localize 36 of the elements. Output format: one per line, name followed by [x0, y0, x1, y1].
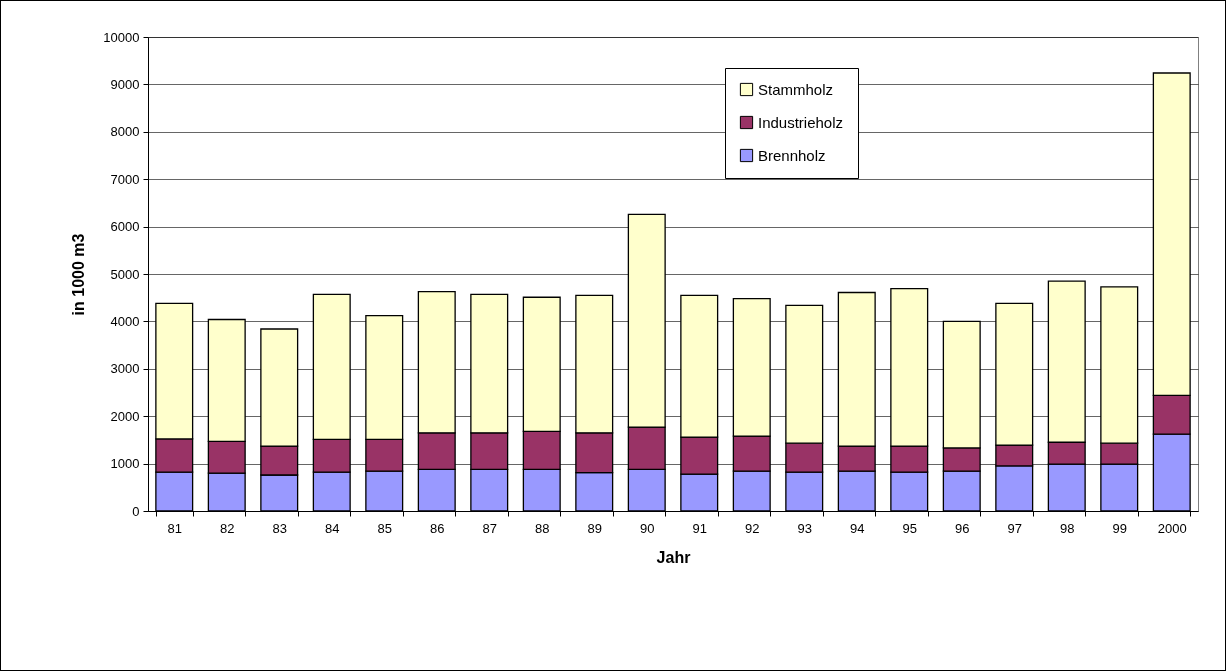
y-tick-label: 7000: [110, 171, 140, 187]
x-tick-label: 89: [587, 520, 602, 536]
legend-label: Brennholz: [758, 146, 826, 164]
y-axis-title: in 1000 m3: [70, 233, 88, 316]
legend-label: Stammholz: [758, 80, 834, 98]
x-tick-label: 98: [1060, 520, 1075, 536]
x-tick-label: 85: [377, 520, 392, 536]
x-tick-label: 2000: [1157, 520, 1187, 536]
x-tick-label: 86: [430, 520, 445, 536]
x-tick-label: 93: [797, 520, 812, 536]
x-tick-label: 82: [220, 520, 235, 536]
x-tick-label: 90: [640, 520, 655, 536]
x-tick-label: 99: [1112, 520, 1127, 536]
legend-label: Industrieholz: [758, 113, 844, 131]
x-axis-title: Jahr: [656, 548, 691, 566]
x-tick-label: 83: [272, 520, 287, 536]
y-tick-label: 5000: [110, 266, 140, 282]
x-tick-label: 92: [745, 520, 760, 536]
y-tick-label: 9000: [110, 76, 140, 92]
x-tick-label: 84: [325, 520, 340, 536]
y-tick-label: 8000: [110, 124, 140, 140]
x-tick-label: 81: [167, 520, 182, 536]
x-tick-label: 97: [1007, 520, 1022, 536]
y-tick-label: 10000: [103, 29, 140, 45]
x-tick-label: 91: [692, 520, 707, 536]
y-tick-label: 2000: [110, 408, 140, 424]
x-tick-label: 96: [955, 520, 970, 536]
x-tick-label: 88: [535, 520, 550, 536]
y-tick-label: 3000: [110, 361, 140, 377]
y-tick-label: 6000: [110, 219, 140, 235]
x-tick-label: 95: [902, 520, 917, 536]
y-tick-label: 1000: [110, 456, 140, 472]
x-tick-label: 87: [482, 520, 497, 536]
y-tick-label: 0: [132, 503, 140, 519]
x-tick-label: 94: [850, 520, 865, 536]
y-tick-label: 4000: [110, 313, 140, 329]
